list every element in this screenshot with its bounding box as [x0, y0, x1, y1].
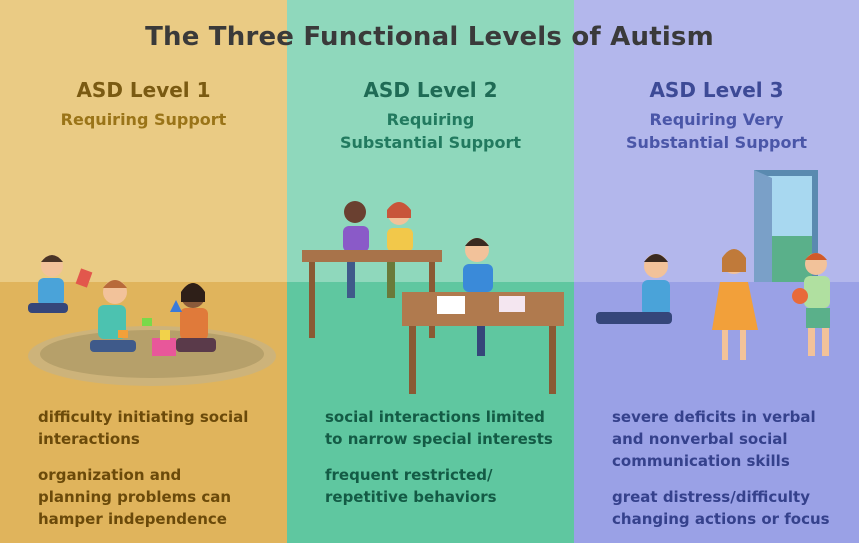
level-1-heading: ASD Level 1 — [76, 78, 211, 102]
level-2-bullet-2: frequent restricted/ repetitive behavior… — [325, 466, 497, 506]
level-3-heading: ASD Level 3 — [649, 78, 784, 102]
level-1-bullet-2: organization and planning problems can h… — [38, 466, 232, 528]
page-title: The Three Functional Levels of Autism — [145, 22, 714, 52]
level-3-panel: ASD Level 3 Requiring Very Substantial S… — [574, 0, 859, 543]
level-2-support: Requiring Substantial Support — [339, 110, 522, 152]
level-2-panel: ASD Level 2 Requiring Substantial Suppor… — [287, 0, 574, 543]
children-playing-illustration — [28, 255, 276, 386]
level-1-bullet-1: difficulty initiating social interaction… — [38, 408, 249, 448]
level-3-bullet-2: great distress/difficulty changing actio… — [612, 488, 830, 528]
level-2-wall — [287, 0, 574, 282]
level-3-bullets: severe deficits in verbal and nonverbal … — [612, 406, 852, 543]
level-2-bullet-1: social interactions limited to narrow sp… — [325, 408, 553, 448]
level-1-bullets: difficulty initiating social interaction… — [38, 406, 278, 543]
level-1-support: Requiring Support — [60, 110, 227, 129]
level-3-support: Requiring Very Substantial Support — [625, 110, 808, 152]
level-2-heading: ASD Level 2 — [363, 78, 498, 102]
hallway-illustration — [596, 170, 830, 360]
level-2-bullets: social interactions limited to narrow sp… — [325, 406, 565, 522]
level-3-bullet-1: severe deficits in verbal and nonverbal … — [612, 408, 816, 470]
level-1-wall — [0, 0, 287, 282]
level-1-panel: ASD Level 1 Requiring Support difficulty… — [0, 0, 287, 543]
classroom-desks-illustration — [302, 201, 564, 394]
